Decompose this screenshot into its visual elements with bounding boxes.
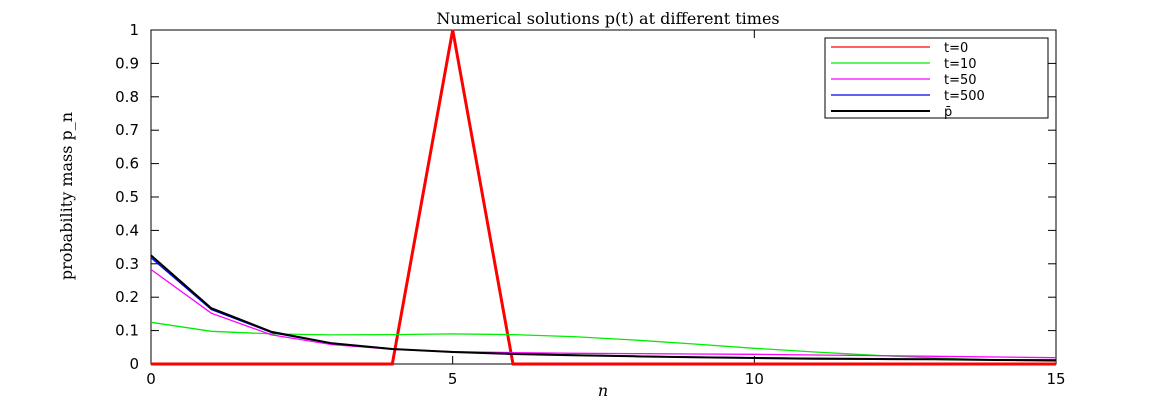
x-tick-label: 5 [448,370,458,388]
series-lines [150,29,1057,366]
y-tick-label: 1 [129,21,139,39]
x-tick-label: 0 [146,370,156,388]
legend-label: t=50 [944,73,977,88]
y-tick-label: 0.6 [115,155,139,173]
y-axis-label: probability mass p_n [57,112,76,280]
y-tick-label: 0.4 [115,221,139,239]
y-tick-label: 0 [129,355,139,373]
x-tick-label: 15 [1046,370,1065,388]
x-axis-label: n [598,381,608,400]
legend-label: t=500 [944,89,985,104]
y-tick-label: 0.9 [115,54,139,72]
legend-label: p̄ [944,105,952,120]
axis-ticks: 00.10.20.30.40.50.60.70.80.910 5 10 15 [115,21,1065,388]
y-tick-label: 0.8 [115,88,139,106]
series-line-2 [150,268,1057,359]
series-line-1 [150,321,1057,362]
series-line-0 [151,29,1056,366]
legend-label: t=10 [944,57,977,72]
legend-label: t=0 [944,41,968,56]
series-line-4 [150,254,1057,362]
y-tick-label: 0.5 [115,188,139,206]
y-tick-label: 0.1 [115,322,139,340]
chart-title: Numerical solutions p(t) at different ti… [436,9,779,28]
legend-box [824,37,1049,119]
x-tick-label: 10 [745,370,764,388]
y-tick-label: 0.7 [115,121,139,139]
y-tick-label: 0.2 [115,288,139,306]
y-tick-label: 0.3 [115,255,139,273]
